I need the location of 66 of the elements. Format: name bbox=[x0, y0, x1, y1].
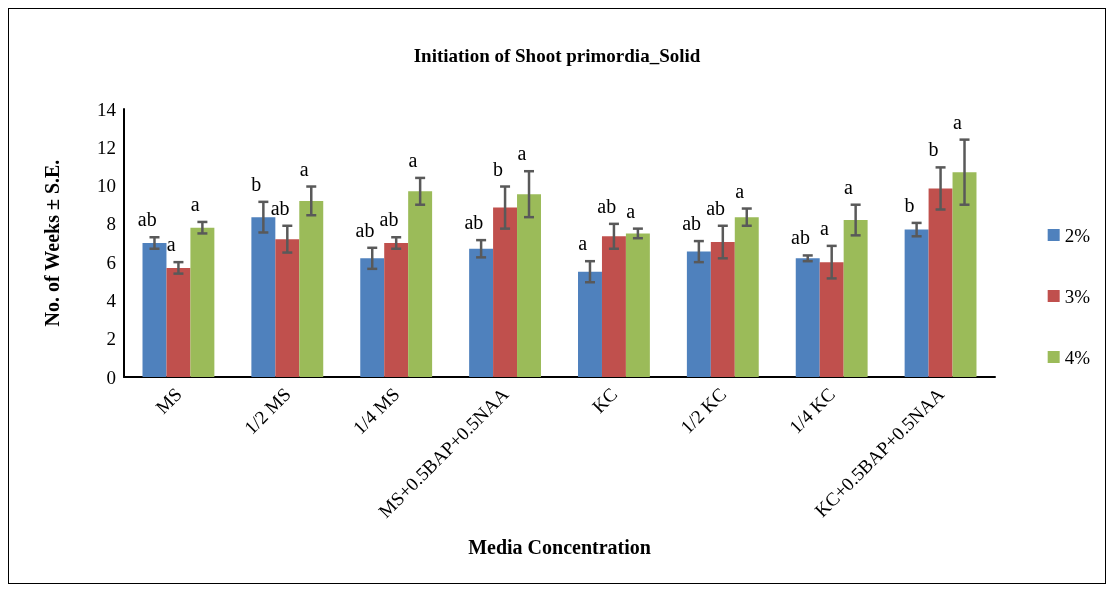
data-label: a bbox=[820, 216, 830, 239]
bar bbox=[843, 220, 868, 377]
bar bbox=[904, 229, 929, 377]
data-label: a bbox=[299, 157, 309, 180]
y-tick-label: 6 bbox=[106, 251, 116, 273]
bar bbox=[142, 243, 167, 377]
legend-label: 3% bbox=[1064, 285, 1091, 307]
bar bbox=[275, 239, 300, 377]
data-label: a bbox=[735, 179, 745, 202]
bar bbox=[469, 248, 494, 377]
bar bbox=[360, 258, 385, 377]
data-label: ab bbox=[137, 208, 157, 231]
data-label: ab bbox=[791, 226, 810, 249]
bar bbox=[601, 236, 626, 377]
data-label: b bbox=[904, 193, 915, 216]
data-label: a bbox=[952, 110, 962, 133]
data-label: ab bbox=[355, 218, 375, 241]
y-tick-label: 10 bbox=[97, 175, 116, 197]
data-label: ab bbox=[270, 196, 290, 219]
bar bbox=[578, 271, 602, 377]
legend-label: 4% bbox=[1064, 346, 1091, 368]
data-label: ab bbox=[597, 194, 617, 217]
bar bbox=[819, 262, 844, 377]
bar bbox=[251, 217, 276, 377]
y-axis-title: No. of Weeks ± S.E. bbox=[41, 159, 63, 327]
data-label: a bbox=[626, 199, 636, 222]
bar bbox=[734, 217, 759, 377]
bar bbox=[384, 243, 409, 377]
bar bbox=[517, 194, 541, 377]
data-label: a bbox=[190, 192, 200, 215]
y-tick-label: 0 bbox=[106, 366, 116, 388]
bar bbox=[625, 233, 650, 377]
bar bbox=[493, 207, 518, 377]
bar bbox=[710, 242, 735, 377]
y-tick-label: 14 bbox=[97, 98, 117, 120]
data-label: b bbox=[492, 157, 503, 180]
data-label: a bbox=[844, 175, 854, 198]
x-tick-label: MS bbox=[151, 383, 186, 418]
bar bbox=[299, 200, 324, 377]
x-tick-label: KC bbox=[587, 383, 622, 418]
y-tick-label: 4 bbox=[106, 289, 117, 311]
chart-title: Initiation of Shoot primordia_Solid bbox=[413, 45, 701, 66]
x-tick-label: 1/2 KC bbox=[676, 383, 731, 438]
data-label: ab bbox=[379, 208, 399, 231]
data-label: a bbox=[408, 148, 418, 171]
data-label: ab bbox=[706, 196, 726, 219]
y-tick-label: 12 bbox=[97, 136, 116, 158]
data-label: b bbox=[251, 172, 262, 195]
data-label: a bbox=[166, 233, 176, 256]
bar bbox=[795, 258, 820, 377]
data-label: b bbox=[928, 138, 939, 161]
x-tick-label: 1/2 MS bbox=[239, 383, 295, 439]
bar bbox=[952, 172, 977, 377]
x-axis-title: Media Concentration bbox=[468, 536, 651, 558]
bar bbox=[928, 188, 953, 377]
data-label: ab bbox=[464, 211, 484, 234]
bar bbox=[686, 251, 711, 377]
bar bbox=[190, 227, 215, 377]
legend-label: 2% bbox=[1064, 224, 1091, 246]
bar bbox=[166, 267, 191, 377]
data-label: a bbox=[517, 142, 527, 165]
data-label: ab bbox=[682, 212, 702, 235]
y-tick-label: 2 bbox=[106, 328, 116, 350]
data-label: a bbox=[578, 232, 588, 255]
bar bbox=[408, 191, 433, 377]
y-tick-label: 8 bbox=[106, 213, 116, 235]
